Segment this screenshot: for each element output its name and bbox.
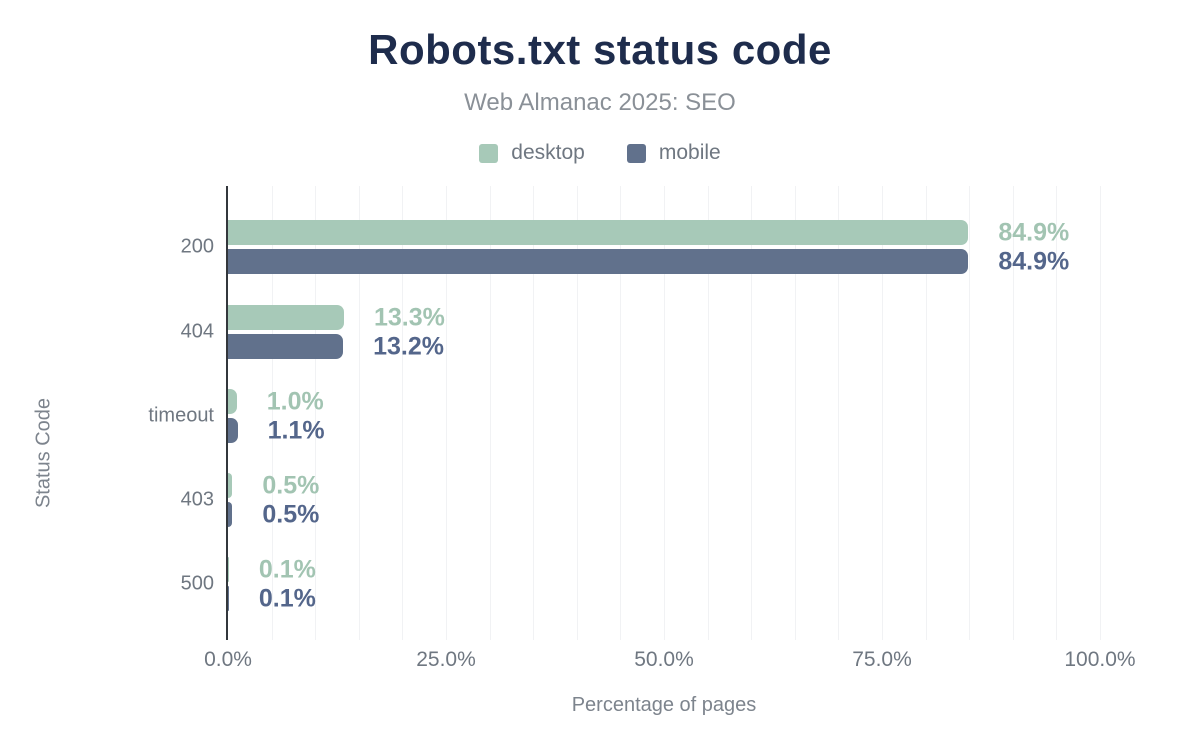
mobile-swatch-icon <box>626 143 646 163</box>
gridline <box>838 186 840 640</box>
gridline <box>446 186 447 640</box>
desktop-swatch-icon <box>479 143 499 163</box>
gridline <box>533 186 535 640</box>
bar-mobile-200[interactable] <box>228 249 969 274</box>
x-axis-title: Percentage of pages <box>571 694 757 716</box>
y-axis-line <box>226 186 228 640</box>
value-label-mobile-403: 0.5% <box>262 500 320 528</box>
x-tick-75.0%: 75.0% <box>852 648 912 671</box>
y-axis-title: Status Code <box>32 397 55 509</box>
plot-area: 200 84.9% 84.9% 404 13.3% 13.2% timeout 1.0% 1.1… <box>148 186 1101 640</box>
chart-subtitle: Web Almanac 2025: SEO <box>464 89 736 116</box>
gridline <box>969 186 971 640</box>
value-label-desktop-404: 13.3% <box>373 303 445 331</box>
bar-desktop-200[interactable] <box>228 220 969 245</box>
gridline <box>1012 186 1014 640</box>
gridline <box>315 186 317 640</box>
gridline <box>707 186 709 640</box>
category-label-500: 500 <box>180 572 214 595</box>
bar-mobile-500[interactable] <box>228 586 229 611</box>
gridline <box>1100 186 1101 640</box>
bar-mobile-403[interactable] <box>228 502 233 527</box>
value-label-desktop-500: 0.1% <box>258 555 316 583</box>
gridline <box>794 186 796 640</box>
value-label-mobile-404: 13.2% <box>373 332 444 360</box>
legend-label-desktop: desktop <box>511 141 585 164</box>
x-tick-25.0%: 25.0% <box>416 648 476 671</box>
category-label-200: 200 <box>180 235 214 258</box>
legend-label-mobile: mobile <box>658 141 721 164</box>
bar-desktop-timeout[interactable] <box>228 389 237 414</box>
bar-desktop-403[interactable] <box>228 473 233 498</box>
value-label-desktop-200: 84.9% <box>998 218 1070 246</box>
value-label-mobile-200: 84.9% <box>998 247 1070 275</box>
category-label-404: 404 <box>180 320 214 343</box>
gridline <box>489 186 491 640</box>
gridline <box>751 186 753 640</box>
legend-item-mobile: mobile <box>626 141 721 165</box>
legend-item-desktop: desktop <box>479 141 585 165</box>
x-tick-50.0%: 50.0% <box>634 648 694 671</box>
x-axis-ticks: 0.0% 25.0% 50.0% 75.0% 100.0% <box>204 648 1136 678</box>
value-label-desktop-timeout: 1.0% <box>266 387 324 415</box>
chart-title: Robots.txt status code <box>368 26 832 73</box>
gridline <box>664 186 665 640</box>
gridline <box>882 186 883 640</box>
gridline <box>1056 186 1058 640</box>
category-label-timeout: timeout <box>148 404 214 427</box>
value-label-mobile-timeout: 1.1% <box>267 416 325 444</box>
bar-mobile-404[interactable] <box>228 334 344 359</box>
gridline <box>402 186 404 640</box>
bar-desktop-404[interactable] <box>228 305 344 330</box>
gridline <box>271 186 273 640</box>
value-label-desktop-403: 0.5% <box>262 471 320 499</box>
bar-desktop-500[interactable] <box>228 557 229 582</box>
legend: desktop mobile <box>0 141 1200 165</box>
x-tick-0.0%: 0.0% <box>204 648 252 671</box>
gridline <box>358 186 360 640</box>
gridline <box>576 186 578 640</box>
gridline <box>620 186 622 640</box>
gridline <box>925 186 927 640</box>
category-label-403: 403 <box>180 488 214 511</box>
bar-mobile-timeout[interactable] <box>228 418 238 443</box>
value-label-mobile-500: 0.1% <box>258 584 316 612</box>
x-tick-100.0%: 100.0% <box>1064 648 1136 671</box>
